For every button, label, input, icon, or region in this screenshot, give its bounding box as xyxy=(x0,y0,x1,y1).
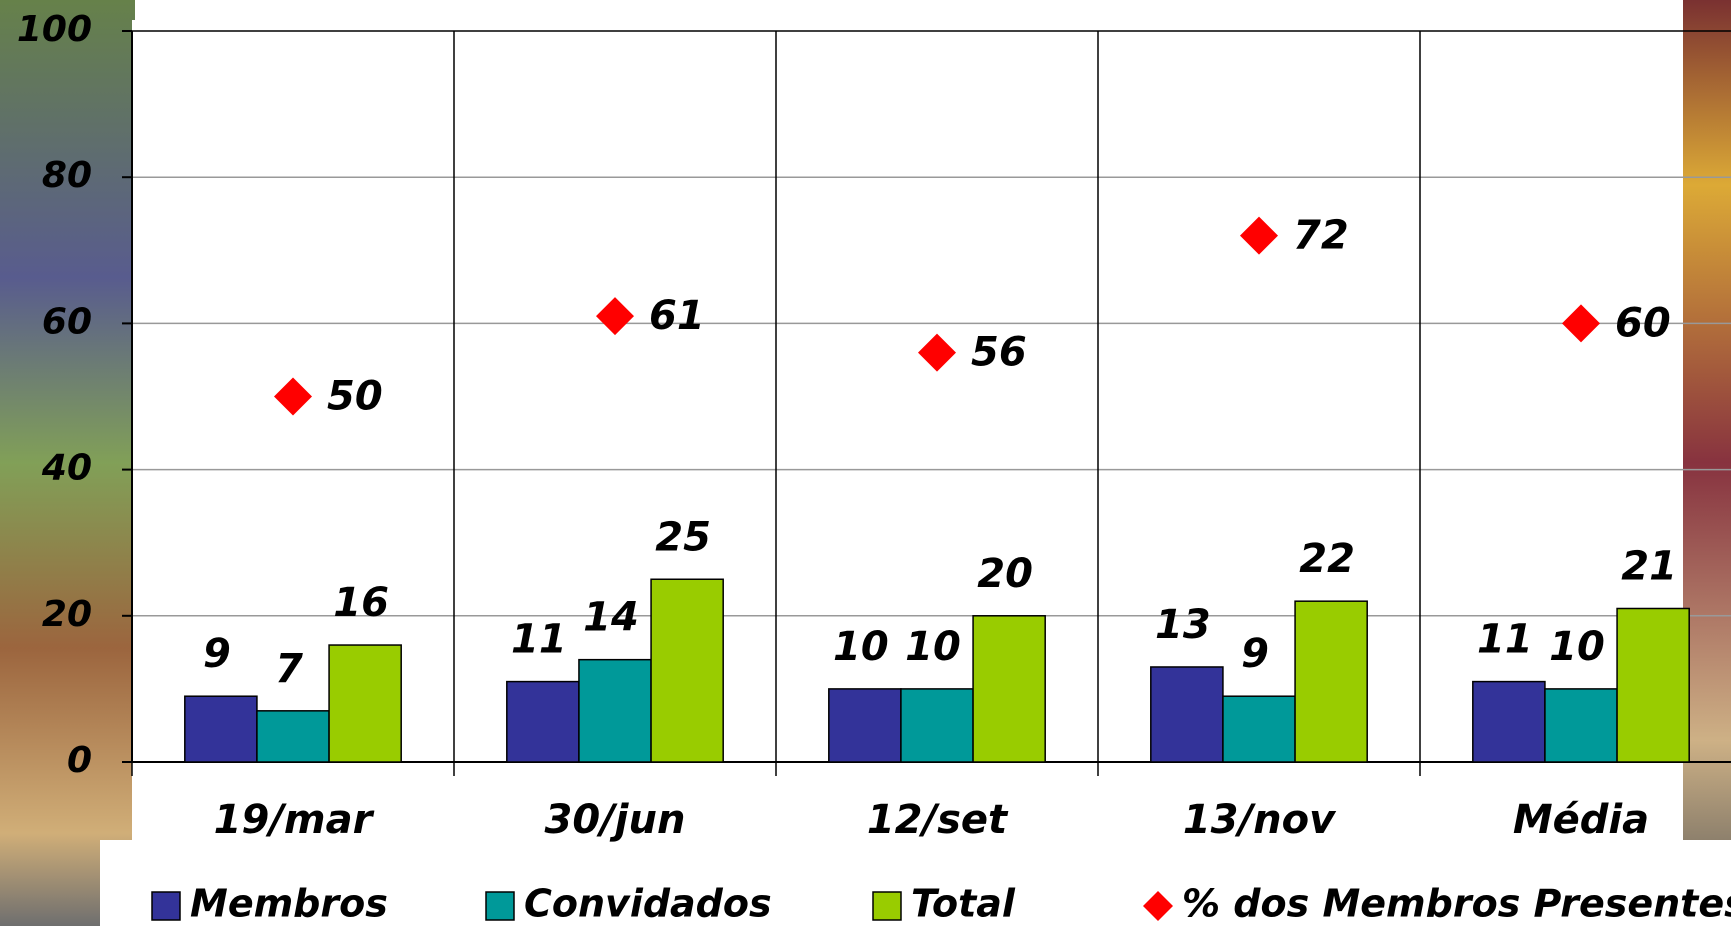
value-label: 72 xyxy=(1293,213,1349,259)
value-label: 13 xyxy=(1155,602,1211,648)
value-label: 11 xyxy=(1477,617,1533,663)
y-tick-label: 60 xyxy=(42,301,92,342)
x-tick-label: 13/nov xyxy=(1183,797,1337,843)
legend-swatch xyxy=(485,891,515,921)
bar xyxy=(972,615,1046,763)
marker xyxy=(918,333,956,372)
value-label: 14 xyxy=(583,595,639,641)
bar xyxy=(650,578,724,763)
value-label: 9 xyxy=(203,631,231,677)
y-tick-label: 20 xyxy=(42,594,92,635)
x-tick-label: Média xyxy=(1513,797,1649,843)
x-tick-label: 30/jun xyxy=(545,797,686,843)
value-label: 16 xyxy=(333,580,389,626)
marker xyxy=(1240,216,1278,255)
legend-swatch xyxy=(151,891,181,921)
legend-label: % dos Membros Presentes xyxy=(1182,882,1731,926)
legend-label: Membros xyxy=(190,882,388,926)
bar xyxy=(1544,688,1618,763)
value-label: 50 xyxy=(327,374,383,420)
legend-label: Total xyxy=(911,882,1016,926)
value-label: 21 xyxy=(1621,543,1677,589)
y-tick-label: 80 xyxy=(42,155,92,196)
bar xyxy=(256,710,330,763)
y-tick-label: 100 xyxy=(17,9,92,50)
value-label: 10 xyxy=(1549,624,1605,670)
bar xyxy=(900,688,974,763)
value-label: 20 xyxy=(977,551,1033,597)
marker xyxy=(1562,304,1600,343)
decoration-right xyxy=(1683,0,1731,926)
value-label: 25 xyxy=(655,514,711,560)
value-label: 9 xyxy=(1241,631,1269,677)
bar xyxy=(184,695,258,763)
bar xyxy=(506,680,580,763)
bar xyxy=(1616,607,1690,763)
value-label: 61 xyxy=(649,293,705,339)
value-label: 10 xyxy=(833,624,889,670)
legend-label: Convidados xyxy=(524,882,772,926)
marker xyxy=(596,297,634,336)
legend-swatch xyxy=(872,891,902,921)
x-tick-label: 19/mar xyxy=(214,797,375,843)
value-label: 11 xyxy=(511,617,567,663)
value-label: 60 xyxy=(1615,300,1671,346)
bar xyxy=(828,688,902,763)
value-label: 7 xyxy=(275,646,303,692)
bar xyxy=(1222,695,1296,763)
bar xyxy=(1150,666,1224,763)
x-tick-label: 12/set xyxy=(867,797,1009,843)
bar xyxy=(1472,680,1546,763)
marker xyxy=(274,377,312,416)
y-tick-label: 40 xyxy=(41,448,92,489)
legend-background xyxy=(100,840,1731,926)
legend-marker xyxy=(1143,891,1173,921)
value-label: 56 xyxy=(971,330,1027,376)
y-tick-label: 0 xyxy=(67,740,92,781)
value-label: 10 xyxy=(905,624,961,670)
bar xyxy=(1294,600,1368,763)
value-label: 22 xyxy=(1299,536,1355,582)
bar xyxy=(328,644,402,763)
decoration-left xyxy=(0,0,135,926)
bar xyxy=(578,658,652,763)
